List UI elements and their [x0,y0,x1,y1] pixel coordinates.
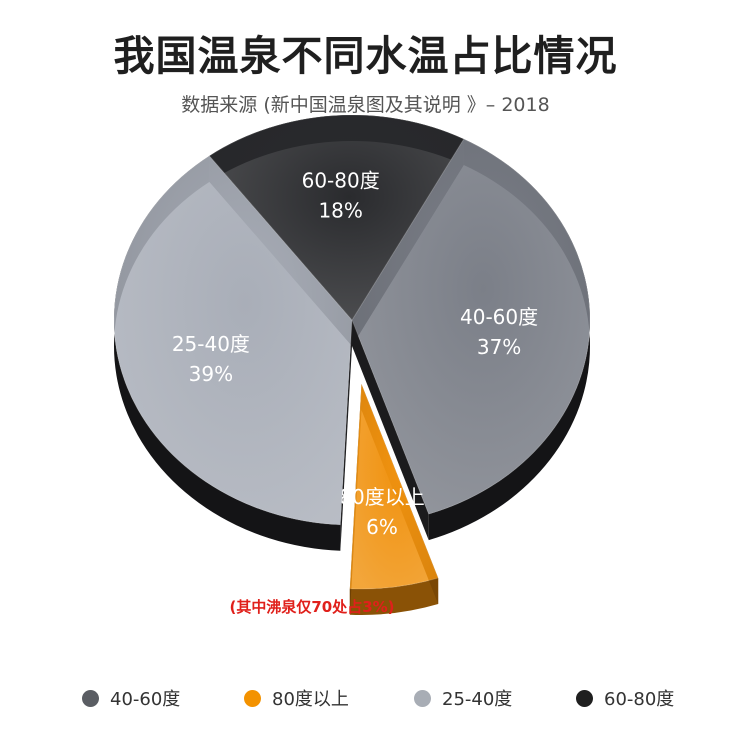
slice-80-plus [349,383,439,590]
slice-25-40 [113,155,353,526]
slice-60-80 [208,114,465,321]
slice-value-label: 37% [477,335,521,359]
legend-swatch [414,689,431,707]
slice-value-label: 6% [366,515,398,539]
slice-category-label: 25-40度 [172,332,250,356]
legend-swatch [576,689,593,707]
slice-25-40-edge [340,320,352,551]
legend-label: 25-40度 [442,689,513,710]
legend-item-80-plus: 80度以上 [244,683,349,713]
legend-label: 60-80度 [604,689,675,710]
slice-40-60-side [428,138,591,541]
legend-swatch [244,689,261,707]
legend-swatch [82,689,99,707]
slice-value-label: 39% [189,362,233,386]
legend-label: 80度以上 [272,689,349,710]
slice-40-60 [351,138,591,515]
slice-value-label: 18% [318,198,362,222]
legend: 40-60度 80度以上 25-40度 60-80度 [0,683,731,713]
slice-category-label: 80度以上 [339,485,424,509]
slice-category-label: 40-60度 [460,305,538,329]
chart-subtitle: 数据来源 (新中国温泉图及其说明 》– 2018 [181,94,550,116]
annotation-note: (其中沸泉仅70处占3%) [229,598,394,616]
slice-80-plus-side [349,578,439,615]
legend-label: 40-60度 [110,689,181,710]
chart-title: 我国温泉不同水温占比情况 [113,32,618,80]
slice-40-60-edge [352,320,429,541]
legend-item-60-80: 60-80度 [576,683,674,713]
slice-category-label: 60-80度 [302,168,380,192]
legend-item-25-40: 25-40度 [414,683,512,713]
legend-item-40-60: 40-60度 [82,683,180,713]
